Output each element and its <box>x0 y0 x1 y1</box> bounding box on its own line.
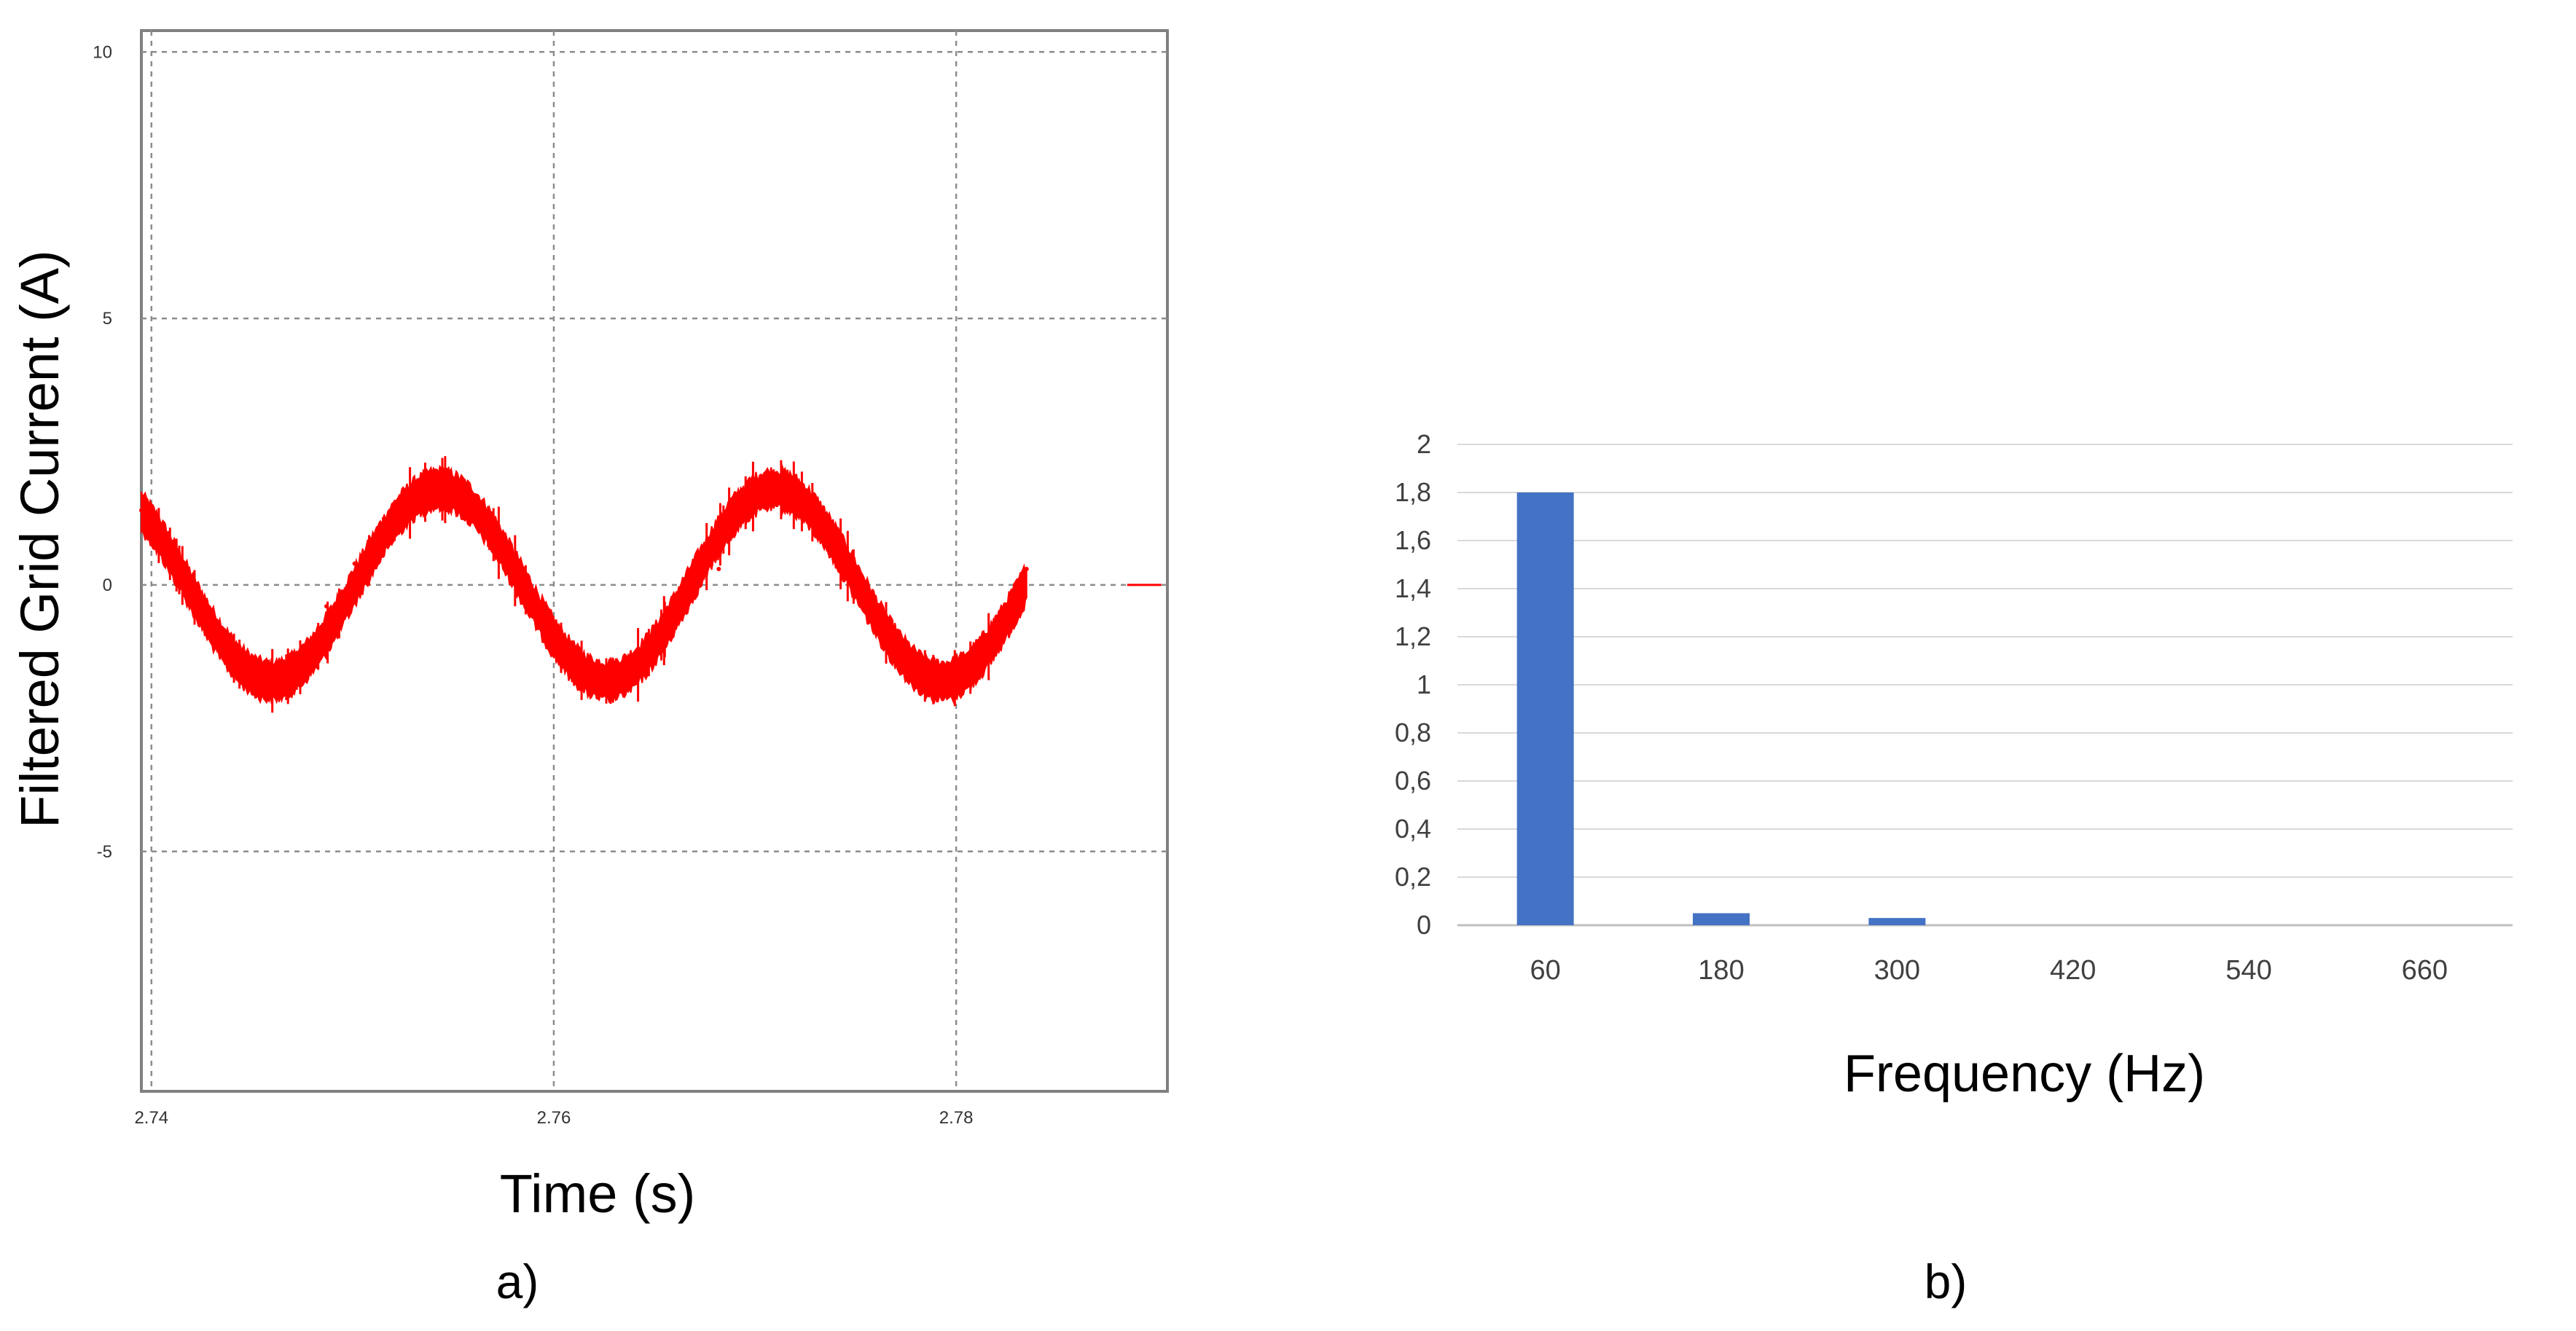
grid-lines-a <box>141 31 1167 1091</box>
y-tick-label-b: 1,8 <box>1395 477 1431 507</box>
current-sample-point <box>827 551 832 556</box>
y-tick-label-a: 10 <box>93 42 112 62</box>
y-tick-label-b: 1,4 <box>1395 573 1431 603</box>
current-sample-point <box>185 582 190 587</box>
y-tick-label-a: 0 <box>103 576 112 595</box>
x-tick-label-a: 2.78 <box>939 1108 974 1128</box>
current-series <box>139 456 1162 713</box>
current-sample-point <box>493 524 498 529</box>
current-sample-point <box>380 524 385 529</box>
bars-b <box>1516 492 1926 925</box>
x-tick-label-a: 2.76 <box>537 1108 571 1128</box>
current-waveform-band <box>141 464 1027 704</box>
current-sample-point <box>436 487 442 492</box>
x-axis-label-a: Time (s) <box>500 1163 696 1224</box>
x-axis-label-b: Frequency (Hz) <box>1844 1045 2205 1103</box>
y-tick-label-b: 0,6 <box>1395 766 1431 796</box>
x-tick-label-b: 660 <box>2402 955 2448 986</box>
x-tick-label-b: 540 <box>2225 955 2271 986</box>
current-sample-point <box>716 566 721 571</box>
x-ticks-a: 2.74 2.76 2.78 <box>134 1108 973 1128</box>
plot-area-a <box>140 29 1169 1093</box>
y-tick-label-b: 0,4 <box>1395 814 1431 844</box>
current-sample-point <box>352 561 357 566</box>
current-sample-point <box>632 667 637 672</box>
grid-lines-b <box>1457 444 2513 927</box>
panel-label-a: a) <box>496 1255 539 1308</box>
bar-180hz <box>1693 913 1750 925</box>
current-waveform-chart: 10 5 0 -5 2.74 2.76 2.78 Filtered Grid Curren… <box>9 29 1169 1308</box>
current-sample-point <box>240 678 245 683</box>
x-tick-label-a: 2.74 <box>134 1108 168 1128</box>
current-sample-point <box>139 508 144 513</box>
current-sample-point <box>324 604 329 609</box>
y-tick-label-b: 0,2 <box>1395 862 1431 892</box>
panel-label-b: b) <box>1925 1255 1968 1308</box>
y-ticks-b: 0 0,2 0,4 0,6 0,8 1 1,2 1,4 1,6 1,8 2 <box>1395 429 1431 940</box>
current-sample-point <box>603 678 608 683</box>
y-tick-label-b: 1,6 <box>1395 525 1431 555</box>
x-ticks-b: 60 180 300 420 540 660 <box>1530 955 2448 986</box>
y-axis-label-a: Filtered Grid Current (A) <box>9 250 70 828</box>
y-ticks-a: 10 5 0 -5 <box>93 42 112 861</box>
y-tick-label-b: 2 <box>1417 429 1431 459</box>
current-sample-point <box>660 641 665 646</box>
current-sample-point <box>855 588 860 593</box>
x-tick-label-b: 180 <box>1698 955 1744 986</box>
y-tick-label-b: 1,2 <box>1395 621 1431 651</box>
current-sample-point <box>519 566 524 571</box>
current-sample-point <box>270 667 275 672</box>
y-tick-label-b: 0 <box>1417 910 1431 940</box>
x-tick-label-b: 420 <box>2050 955 2096 986</box>
current-sample-point <box>883 630 888 635</box>
bar-60hz <box>1516 492 1574 925</box>
x-tick-label-b: 60 <box>1530 955 1561 986</box>
current-sample-point <box>938 678 943 683</box>
y-tick-label-b: 1 <box>1417 670 1431 699</box>
current-sample-point <box>770 487 775 492</box>
y-tick-label-a: -5 <box>97 842 112 862</box>
x-tick-label-b: 300 <box>1874 955 1920 986</box>
harmonic-spectrum-chart: 0 0,2 0,4 0,6 0,8 1 1,2 1,4 1,6 1,8 2 60 180 300 420 5… <box>1395 429 2513 1308</box>
bar-300hz <box>1868 918 1926 925</box>
y-tick-label-a: 5 <box>103 309 112 329</box>
y-tick-label-b: 0,8 <box>1395 718 1431 747</box>
current-sample-point <box>547 614 552 619</box>
current-sample-point <box>1024 566 1029 571</box>
current-sample-point <box>994 614 999 619</box>
